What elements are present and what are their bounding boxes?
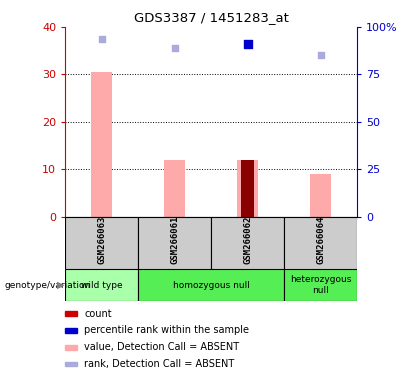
Text: GSM266064: GSM266064	[316, 216, 325, 265]
Point	[171, 45, 178, 51]
Bar	[241, 160, 254, 217]
Bar	[65, 269, 138, 301]
Bar	[211, 217, 284, 269]
Text: GSM266061: GSM266061	[170, 216, 179, 265]
Text: heterozygous
null: heterozygous null	[290, 275, 351, 295]
Bar	[65, 311, 77, 316]
Bar	[138, 217, 211, 269]
Text: GSM266063: GSM266063	[97, 216, 106, 265]
Text: ▶: ▶	[57, 280, 64, 290]
Bar	[237, 160, 258, 217]
Bar	[310, 174, 331, 217]
Text: genotype/variation: genotype/variation	[4, 281, 90, 290]
Bar	[65, 328, 77, 333]
Text: wild type: wild type	[81, 281, 122, 290]
Point	[317, 52, 324, 58]
Bar	[65, 217, 138, 269]
Bar	[65, 345, 77, 350]
Bar	[284, 269, 357, 301]
Bar	[92, 72, 112, 217]
Text: GSM266062: GSM266062	[243, 216, 252, 265]
Title: GDS3387 / 1451283_at: GDS3387 / 1451283_at	[134, 11, 289, 24]
Bar	[65, 362, 77, 366]
Text: percentile rank within the sample: percentile rank within the sample	[84, 326, 249, 336]
Text: rank, Detection Call = ABSENT: rank, Detection Call = ABSENT	[84, 359, 234, 369]
Point	[98, 36, 105, 42]
Bar	[164, 160, 185, 217]
Text: homozygous null: homozygous null	[173, 281, 249, 290]
Text: count: count	[84, 309, 112, 319]
Bar	[138, 269, 284, 301]
Text: value, Detection Call = ABSENT: value, Detection Call = ABSENT	[84, 342, 239, 352]
Point	[244, 40, 251, 46]
Bar	[284, 217, 357, 269]
